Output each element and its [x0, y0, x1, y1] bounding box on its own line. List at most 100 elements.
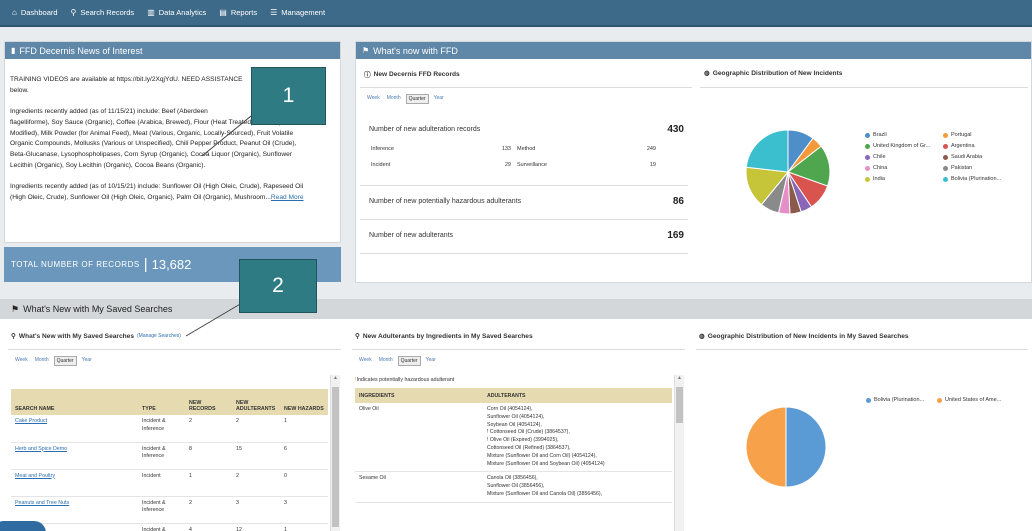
col-header[interactable]: TYPE: [138, 389, 185, 415]
search-name-link[interactable]: Peanuts and Tree Nuts: [15, 499, 70, 506]
scroll-up-arrow[interactable]: ▲: [677, 375, 682, 381]
globe-icon: ◍: [699, 333, 705, 340]
legend-label: Argentina: [951, 143, 975, 149]
search-name-link[interactable]: Herb and Spice Demo: [15, 445, 68, 452]
adulterant-item: Corn Oil (4054124),: [487, 406, 533, 412]
col-header[interactable]: NEW ADULTERANTS: [232, 389, 280, 415]
col-header[interactable]: NEW RECORDS: [185, 389, 232, 415]
legend-swatch: [865, 143, 870, 149]
adulterant-item: Mixture (Sunflower Oil and Corn Oil) (40…: [487, 452, 597, 459]
tab-week[interactable]: Week: [15, 357, 28, 363]
tab-month[interactable]: Month: [386, 95, 401, 101]
legend-swatch: [943, 132, 948, 138]
new-adulterants: 2: [232, 469, 280, 497]
news-title: FFD Decernis News of Interest: [19, 45, 143, 56]
info-icon: ⓘ: [364, 72, 371, 79]
hazardous-label: Number of new potentially hazardous adul…: [369, 198, 522, 205]
news-line: Beta-Glucanase, Lysophospholipases, Corn…: [10, 151, 292, 159]
nav-label: Search Records: [80, 8, 135, 17]
bar-chart-icon: ▥: [147, 8, 155, 17]
saved-searches-title: What's New with My Saved Searches: [23, 304, 173, 314]
nav-reports[interactable]: ▤ Reports: [219, 8, 257, 17]
nav-label: Dashboard: [20, 8, 58, 17]
incident-value: 29: [504, 162, 511, 168]
pie-slice[interactable]: [746, 406, 787, 488]
saved-list-subhead: ⚲ What's New with My Saved Searches (Mana…: [11, 332, 181, 341]
news-line: Modified), Milk Powder (for Animal Feed)…: [10, 129, 294, 137]
top-nav: ⌂ Dashboard ⚲ Search Records ▥ Data Analyti…: [0, 0, 1032, 27]
surveillance-label: Surveillance: [517, 162, 547, 168]
new-hazards: 6: [280, 442, 328, 470]
tab-quarter[interactable]: Quarter: [405, 94, 429, 104]
new-hazards: 0: [280, 469, 328, 497]
pie-slice[interactable]: [745, 129, 789, 173]
nav-management[interactable]: ☰ Management: [270, 8, 325, 17]
records-title: New Decernis FFD Records: [373, 70, 460, 78]
scroll-thumb[interactable]: [332, 387, 339, 527]
tab-month[interactable]: Month: [378, 357, 393, 363]
tab-year[interactable]: Year: [425, 357, 436, 363]
col-header[interactable]: INGREDIENTS: [355, 388, 483, 403]
tab-year[interactable]: Year: [81, 357, 92, 363]
hazard-icon: !: [355, 377, 357, 383]
adulterant-item: Cottonseed Oil (Refined) (3864537),: [487, 444, 571, 451]
adulterant-item: ! Olive Oil (Expired) (3994025),: [487, 437, 559, 444]
legend-item: Saudi Arabia: [943, 154, 982, 160]
pie-slice[interactable]: [785, 406, 826, 488]
search-name-link[interactable]: Meat and Poultry: [15, 472, 56, 479]
legend-label: Brazil: [873, 132, 887, 138]
legend-label: Saudi Arabia: [951, 154, 983, 160]
flag-icon: ⚑: [362, 46, 370, 55]
legend-item: Pakistan: [943, 165, 972, 171]
legend-swatch: [866, 397, 871, 403]
news-training-cont: below.: [10, 86, 29, 94]
hazard-note: !Indicates potentially hazardous adulter…: [355, 377, 454, 383]
globe-icon: ◍: [704, 70, 710, 77]
table-row: Cake Product Incident & Inference 2 2 1: [11, 415, 328, 443]
col-header[interactable]: NEW HAZARDS: [280, 389, 328, 415]
scroll-up-arrow[interactable]: ▲: [333, 375, 338, 381]
whats-now-panel: ⚑ What's now with FFD ⓘ New Decernis FFD R…: [355, 41, 1032, 283]
table-row: Olive Oil Corn Oil (4054124), Sunflower …: [355, 403, 672, 473]
scroll-thumb[interactable]: [676, 387, 683, 423]
new-records: 2: [185, 496, 232, 524]
tab-week[interactable]: Week: [359, 357, 372, 363]
news-line: flagelliforme), Soy Sauce (Organic), Cof…: [10, 118, 297, 126]
legend-swatch: [943, 165, 948, 171]
col-header[interactable]: SEARCH NAME: [11, 389, 138, 415]
table-header-row: SEARCH NAME TYPE NEW RECORDS NEW ADULTER…: [11, 389, 328, 415]
legend-swatch: [865, 176, 870, 182]
new-records: 2: [185, 415, 232, 443]
adulterants-label: Number of new adulterants: [369, 232, 454, 239]
document-icon: ▤: [219, 8, 227, 17]
help-button[interactable]: [0, 521, 46, 531]
col-header[interactable]: ADULTERANTS: [483, 388, 672, 403]
saved-table-scrollbar[interactable]: ▲: [330, 375, 340, 531]
records-subhead: ⓘ New Decernis FFD Records: [364, 69, 460, 80]
legend-item: Bolivia (Plurination...: [866, 397, 924, 403]
tab-quarter[interactable]: Quarter: [397, 356, 421, 366]
read-more-link[interactable]: Read More: [270, 193, 304, 201]
tab-quarter[interactable]: Quarter: [53, 356, 77, 366]
legend-label: Pakistan: [951, 165, 973, 171]
legend-item: Chile: [865, 154, 886, 160]
nav-data-analytics[interactable]: ▥ Data Analytics: [147, 8, 206, 17]
tab-month[interactable]: Month: [34, 357, 49, 363]
nav-dashboard[interactable]: ⌂ Dashboard: [12, 8, 58, 17]
legend-item: Bolivia (Plurination...: [943, 176, 1001, 182]
whats-now-title: What's now with FFD: [373, 45, 458, 56]
adulterant-item: Mixture (Sunflower Oil and Soybean Oil) …: [487, 460, 605, 467]
adulterants-scrollbar[interactable]: ▲: [674, 375, 684, 531]
geo-title: Geographic Distribution of New Incidents: [712, 69, 843, 77]
adulterants-title: New Adulterants by Ingredients in My Sav…: [362, 332, 533, 340]
tab-year[interactable]: Year: [433, 95, 444, 101]
adulterants-value: 169: [667, 230, 684, 241]
manage-searches-link[interactable]: (Manage Searches): [137, 333, 181, 339]
nav-search-records[interactable]: ⚲ Search Records: [71, 8, 135, 17]
legend-label: United States of Ame...: [945, 397, 1002, 403]
legend-item: India: [865, 176, 885, 182]
legend-label: India: [873, 176, 885, 182]
search-name-link[interactable]: Cake Product: [15, 418, 48, 424]
table-row: Peanuts and Tree Nuts Incident & Inferen…: [11, 496, 328, 524]
tab-week[interactable]: Week: [367, 95, 380, 101]
